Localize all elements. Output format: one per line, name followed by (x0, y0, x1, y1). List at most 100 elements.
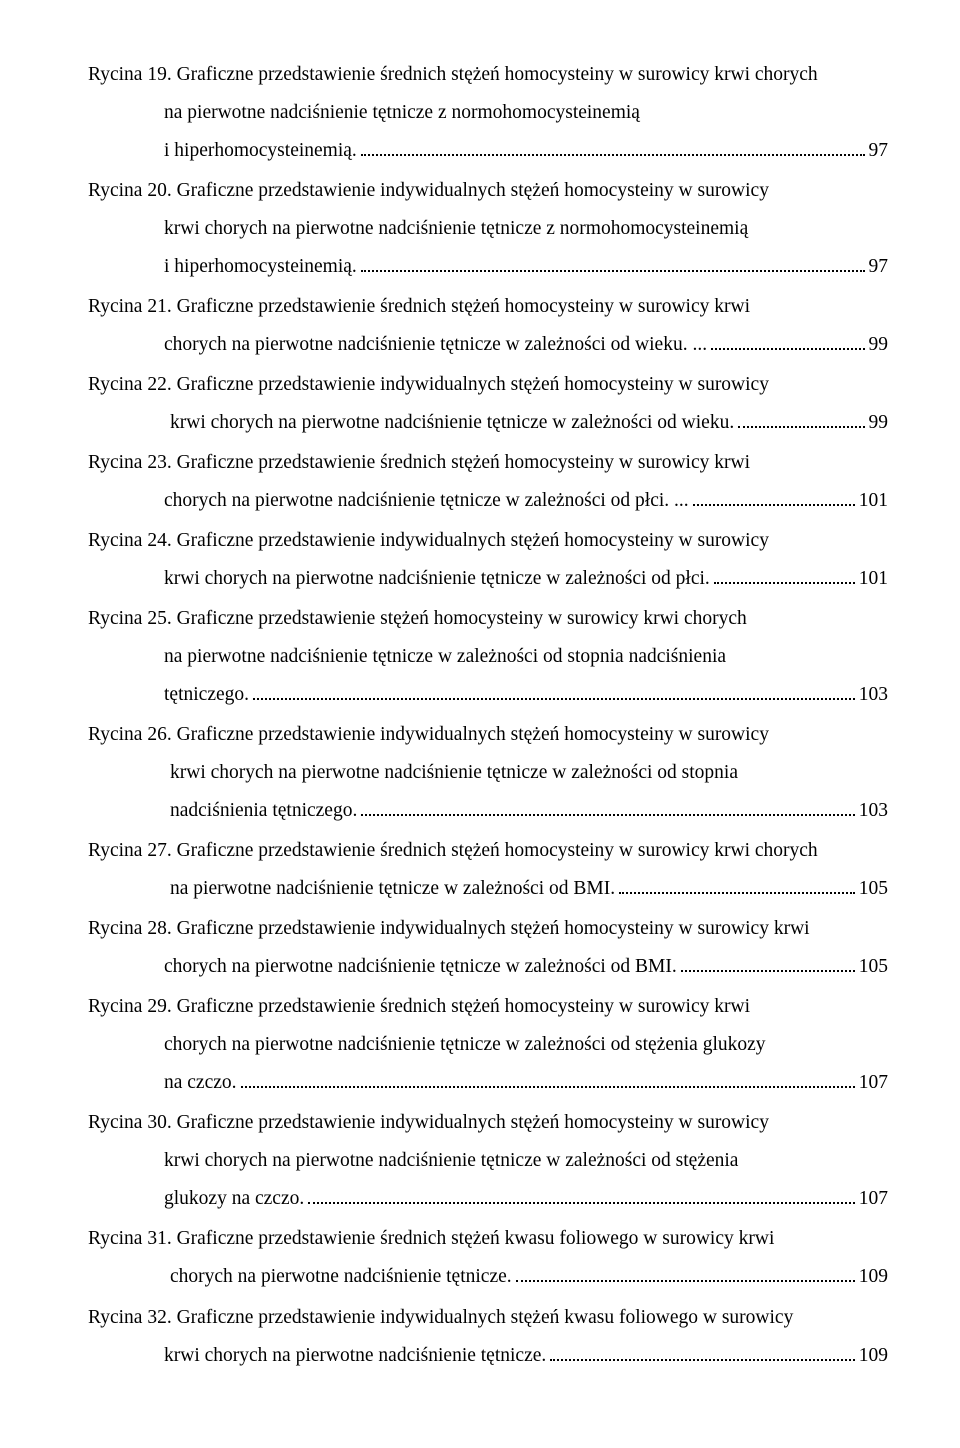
toc-line: chorych na pierwotne nadciśnienie tętnic… (88, 482, 888, 520)
toc-text: Rycina 23. Graficzne przedstawienie śred… (88, 444, 750, 482)
toc-entry: Rycina 26. Graficzne przedstawienie indy… (88, 716, 888, 830)
dot-leader (550, 1339, 854, 1361)
toc-entry: Rycina 28. Graficzne przedstawienie indy… (88, 910, 888, 986)
toc-line: glukozy na czczo. 107 (88, 1180, 888, 1218)
toc-text: Rycina 29. Graficzne przedstawienie śred… (88, 988, 750, 1026)
dot-leader (619, 873, 855, 895)
toc-text: Rycina 22. Graficzne przedstawienie indy… (88, 366, 769, 404)
toc-text: i hiperhomocysteinemią. (164, 248, 357, 286)
toc-entry: Rycina 30. Graficzne przedstawienie indy… (88, 1104, 888, 1218)
toc-entry: Rycina 29. Graficzne przedstawienie śred… (88, 988, 888, 1102)
dot-leader (361, 251, 865, 273)
toc-text: chorych na pierwotne nadciśnienie tętnic… (164, 948, 677, 986)
toc-text: Rycina 24. Graficzne przedstawienie indy… (88, 522, 769, 560)
toc-text: Rycina 21. Graficzne przedstawienie śred… (88, 288, 750, 326)
toc-line: na czczo. 107 (88, 1064, 888, 1102)
toc-line: Rycina 20. Graficzne przedstawienie indy… (88, 172, 888, 210)
page-number: 105 (859, 870, 888, 908)
dot-leader (361, 135, 865, 157)
toc-line: krwi chorych na pierwotne nadciśnienie t… (88, 1337, 888, 1375)
toc-line: krwi chorych na pierwotne nadciśnienie t… (88, 1142, 888, 1180)
dot-leader (308, 1183, 855, 1205)
toc-text: Rycina 27. Graficzne przedstawienie śred… (88, 832, 818, 870)
toc-line: Rycina 22. Graficzne przedstawienie indy… (88, 366, 888, 404)
toc-line: i hiperhomocysteinemią. 97 (88, 248, 888, 286)
toc-entry: Rycina 32. Graficzne przedstawienie indy… (88, 1299, 888, 1375)
dot-leader (516, 1261, 855, 1283)
toc-text: na czczo. (164, 1064, 237, 1102)
toc-text: chorych na pierwotne nadciśnienie tętnic… (170, 1258, 512, 1296)
toc-text: Rycina 31. Graficzne przedstawienie śred… (88, 1220, 774, 1258)
toc-line: Rycina 19. Graficzne przedstawienie śred… (88, 56, 888, 94)
toc-entry: Rycina 21. Graficzne przedstawienie śred… (88, 288, 888, 364)
toc-text: na pierwotne nadciśnienie tętnicze w zal… (164, 638, 726, 676)
toc-text: krwi chorych na pierwotne nadciśnienie t… (164, 1337, 546, 1375)
toc-entry: Rycina 25. Graficzne przedstawienie stęż… (88, 600, 888, 714)
toc-text: Rycina 25. Graficzne przedstawienie stęż… (88, 600, 747, 638)
toc-text: krwi chorych na pierwotne nadciśnienie t… (170, 754, 738, 792)
toc-text: Rycina 32. Graficzne przedstawienie indy… (88, 1299, 793, 1337)
page-number: 109 (859, 1337, 888, 1375)
page-number: 101 (859, 482, 888, 520)
page-number: 101 (859, 560, 888, 598)
toc-line: Rycina 29. Graficzne przedstawienie śred… (88, 988, 888, 1026)
page-number: 103 (859, 676, 888, 714)
toc-text: Rycina 26. Graficzne przedstawienie indy… (88, 716, 769, 754)
toc-line: chorych na pierwotne nadciśnienie tętnic… (88, 1258, 888, 1296)
toc-text: krwi chorych na pierwotne nadciśnienie t… (170, 404, 734, 442)
toc-entry: Rycina 23. Graficzne przedstawienie śred… (88, 444, 888, 520)
page-number: 97 (869, 248, 889, 286)
toc-line: krwi chorych na pierwotne nadciśnienie t… (88, 404, 888, 442)
toc-line: Rycina 21. Graficzne przedstawienie śred… (88, 288, 888, 326)
toc-entry: Rycina 27. Graficzne przedstawienie śred… (88, 832, 888, 908)
toc-entry: Rycina 19. Graficzne przedstawienie śred… (88, 56, 888, 170)
toc-line: krwi chorych na pierwotne nadciśnienie t… (88, 560, 888, 598)
toc-line: na pierwotne nadciśnienie tętnicze w zal… (88, 638, 888, 676)
dot-leader (738, 407, 864, 429)
toc-text: chorych na pierwotne nadciśnienie tętnic… (164, 326, 707, 364)
dot-leader (711, 329, 864, 351)
toc-line: Rycina 27. Graficzne przedstawienie śred… (88, 832, 888, 870)
dot-leader (361, 795, 854, 817)
toc-text: Rycina 28. Graficzne przedstawienie indy… (88, 910, 810, 948)
list-of-figures: Rycina 19. Graficzne przedstawienie śred… (0, 0, 960, 1433)
page-number: 97 (869, 132, 889, 170)
page-number: 103 (859, 792, 888, 830)
toc-line: Rycina 28. Graficzne przedstawienie indy… (88, 910, 888, 948)
toc-text: i hiperhomocysteinemią. (164, 132, 357, 170)
toc-text: Rycina 30. Graficzne przedstawienie indy… (88, 1104, 769, 1142)
page-number: 99 (869, 326, 889, 364)
toc-entry: Rycina 20. Graficzne przedstawienie indy… (88, 172, 888, 286)
toc-line: Rycina 31. Graficzne przedstawienie śred… (88, 1220, 888, 1258)
toc-text: chorych na pierwotne nadciśnienie tętnic… (164, 1026, 766, 1064)
toc-line: krwi chorych na pierwotne nadciśnienie t… (88, 754, 888, 792)
toc-line: chorych na pierwotne nadciśnienie tętnic… (88, 326, 888, 364)
page-number: 99 (869, 404, 889, 442)
toc-line: Rycina 23. Graficzne przedstawienie śred… (88, 444, 888, 482)
toc-line: Rycina 26. Graficzne przedstawienie indy… (88, 716, 888, 754)
toc-line: i hiperhomocysteinemią. 97 (88, 132, 888, 170)
toc-line: Rycina 32. Graficzne przedstawienie indy… (88, 1299, 888, 1337)
page-number: 105 (859, 948, 888, 986)
toc-text: na pierwotne nadciśnienie tętnicze z nor… (164, 94, 640, 132)
dot-leader (681, 951, 855, 973)
page-number: 107 (859, 1180, 888, 1218)
toc-line: Rycina 24. Graficzne przedstawienie indy… (88, 522, 888, 560)
toc-line: nadciśnienia tętniczego. 103 (88, 792, 888, 830)
page-number: 107 (859, 1064, 888, 1102)
toc-text: Rycina 20. Graficzne przedstawienie indy… (88, 172, 769, 210)
toc-line: Rycina 25. Graficzne przedstawienie stęż… (88, 600, 888, 638)
toc-text: glukozy na czczo. (164, 1180, 304, 1218)
page-number: 109 (859, 1258, 888, 1296)
toc-text: krwi chorych na pierwotne nadciśnienie t… (164, 560, 710, 598)
toc-text: chorych na pierwotne nadciśnienie tętnic… (164, 482, 689, 520)
toc-text: na pierwotne nadciśnienie tętnicze w zal… (170, 870, 615, 908)
toc-text: nadciśnienia tętniczego. (170, 792, 357, 830)
toc-line: na pierwotne nadciśnienie tętnicze w zal… (88, 870, 888, 908)
dot-leader (693, 485, 855, 507)
toc-entry: Rycina 24. Graficzne przedstawienie indy… (88, 522, 888, 598)
toc-text: tętniczego. (164, 676, 249, 714)
dot-leader (714, 563, 855, 585)
toc-text: Rycina 19. Graficzne przedstawienie śred… (88, 56, 818, 94)
toc-text: krwi chorych na pierwotne nadciśnienie t… (164, 210, 748, 248)
